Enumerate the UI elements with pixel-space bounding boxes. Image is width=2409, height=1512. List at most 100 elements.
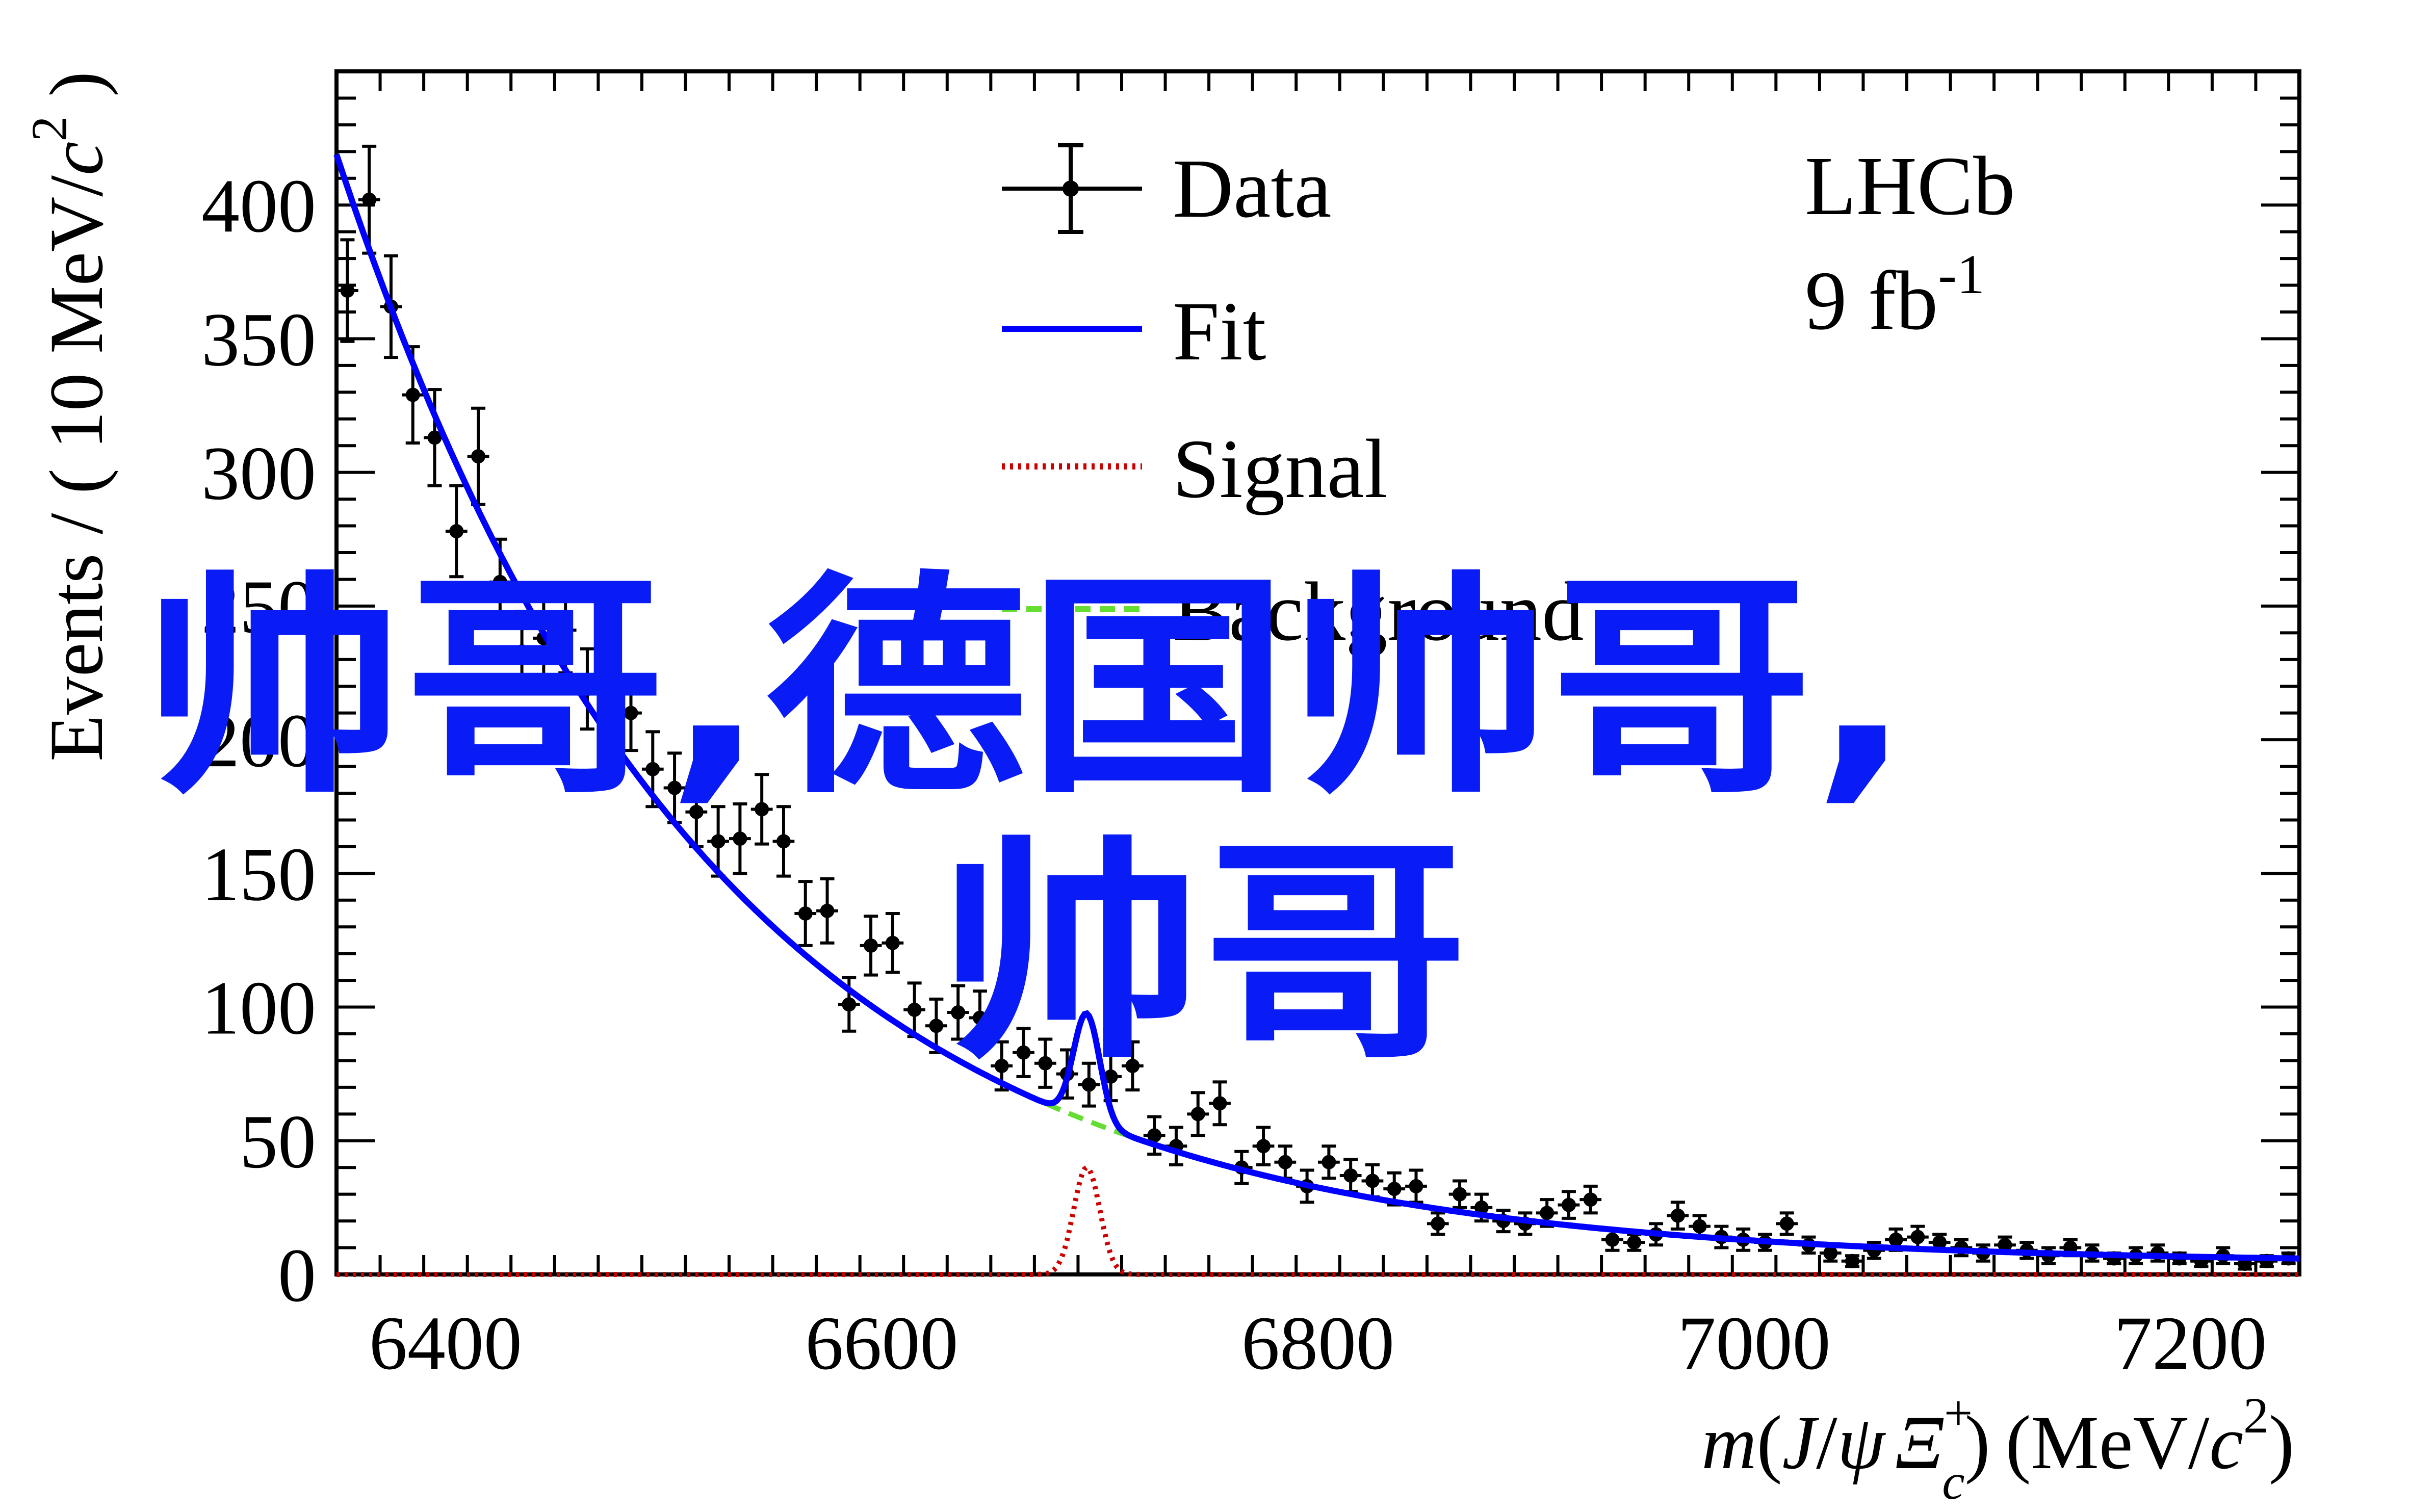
data-point-marker [1365, 1174, 1380, 1188]
data-point-marker [667, 780, 682, 795]
data-point [969, 989, 991, 1046]
x-tick-label: 6400 [369, 1301, 522, 1386]
data-point [1558, 1190, 1580, 1220]
data-point [1928, 1233, 1951, 1252]
overlay-text-line2: 帅哥 [938, 818, 1468, 1090]
data-point-marker [1823, 1246, 1838, 1261]
data-point-marker [864, 938, 878, 953]
data-point [511, 610, 533, 693]
data-point [1405, 1168, 1427, 1204]
data-point-marker [1016, 1045, 1031, 1060]
luminosity-exponent: -1 [1938, 243, 1985, 305]
experiment-label: LHCb [1805, 139, 2015, 232]
fit-curve-group [333, 153, 2299, 1262]
data-point [336, 238, 358, 343]
data-point [1667, 1201, 1689, 1231]
data-point-marker [1845, 1254, 1860, 1268]
data-point [750, 773, 773, 846]
data-point [1034, 1037, 1056, 1089]
data-point-marker [885, 935, 900, 950]
y-tick-label: 200 [201, 698, 316, 783]
data-point-marker [776, 834, 791, 849]
fit-curve [333, 153, 2299, 1262]
data-point-marker [427, 430, 442, 445]
data-point [554, 586, 577, 674]
data-point [1427, 1211, 1449, 1236]
overlay-text-line1: 帅哥,德国帅哥, [143, 553, 1912, 825]
data-point [729, 802, 751, 875]
data-point-marker [1125, 1058, 1140, 1073]
legend-entry-data: Data [1002, 142, 1331, 235]
data-point-marker [1670, 1208, 1685, 1223]
axis-ticks [335, 70, 2301, 1276]
x-tick-label: 6800 [1241, 1301, 1394, 1386]
data-point-marker [798, 906, 813, 921]
data-point-marker [1409, 1179, 1423, 1193]
data-point-marker [449, 524, 464, 539]
legend: Data Fit Signal Background [1002, 142, 1584, 658]
data-point [620, 674, 642, 752]
data-point-marker [1583, 1192, 1598, 1207]
luminosity-label: 9 fb-1 [1805, 243, 1985, 347]
data-point-marker [1888, 1232, 1903, 1247]
data-point-marker [1453, 1187, 1467, 1202]
data-point-marker [340, 283, 355, 298]
data-point-marker [1692, 1219, 1707, 1234]
data-point-marker [842, 997, 857, 1012]
data-point [772, 805, 795, 878]
data-point [903, 981, 925, 1038]
axis-tick-labels: 6400 6600 6800 7000 7200 0 50 100 150 200 250 300 35… [201, 164, 2267, 1386]
data-point-marker [1387, 1182, 1402, 1196]
data-point-marker [1561, 1197, 1576, 1212]
data-point [947, 984, 969, 1041]
data-point [1122, 1040, 1144, 1092]
data-point [925, 997, 947, 1054]
data-point-marker [1627, 1235, 1642, 1250]
data-point [882, 912, 904, 974]
data-point-marker [1256, 1139, 1271, 1154]
data-point-marker [405, 387, 420, 402]
data-point [663, 751, 686, 824]
data-point-marker [1343, 1168, 1358, 1183]
data-point-marker [1932, 1235, 1947, 1250]
data-point [1318, 1144, 1340, 1180]
legend-entry-background: Background [1002, 565, 1584, 658]
data-point-marker [972, 1010, 987, 1025]
signal-curve [336, 1164, 2299, 1277]
data-point [1209, 1080, 1231, 1127]
legend-label-data: Data [1173, 142, 1331, 235]
legend-entry-fit: Fit [1002, 284, 1266, 378]
data-point-marker [689, 804, 704, 819]
data-point-marker [1474, 1200, 1489, 1215]
data-point-marker [1605, 1232, 1620, 1247]
x-tick-label: 7200 [2114, 1301, 2267, 1386]
data-point [1187, 1091, 1209, 1137]
data-point-marker [580, 682, 594, 696]
data-point [445, 484, 468, 579]
data-point [576, 647, 599, 731]
y-tick-label: 300 [201, 431, 316, 516]
data-point-marker [558, 623, 573, 638]
data-point [1078, 1061, 1100, 1108]
data-point-marker [1779, 1216, 1794, 1231]
data-point-marker [755, 802, 769, 817]
signal-curve-group [336, 1164, 2299, 1277]
data-point [1579, 1184, 1602, 1215]
legend-label-fit: Fit [1173, 284, 1266, 378]
data-point [424, 388, 446, 487]
data-point-marker [1081, 1077, 1096, 1092]
data-point [1470, 1192, 1493, 1223]
data-point-marker [1038, 1056, 1053, 1071]
data-point-marker [733, 831, 747, 846]
data-point-marker [645, 762, 660, 776]
data-point [1013, 1027, 1034, 1078]
data-point-marker [514, 644, 529, 659]
data-point-marker [1322, 1155, 1336, 1169]
y-tick-label: 400 [201, 164, 316, 248]
data-point-marker [1103, 1069, 1118, 1084]
legend-entry-signal: Signal [1002, 422, 1388, 515]
data-point-marker [907, 1002, 922, 1017]
x-tick-label: 7000 [1678, 1301, 1831, 1386]
data-point-marker [820, 903, 835, 918]
